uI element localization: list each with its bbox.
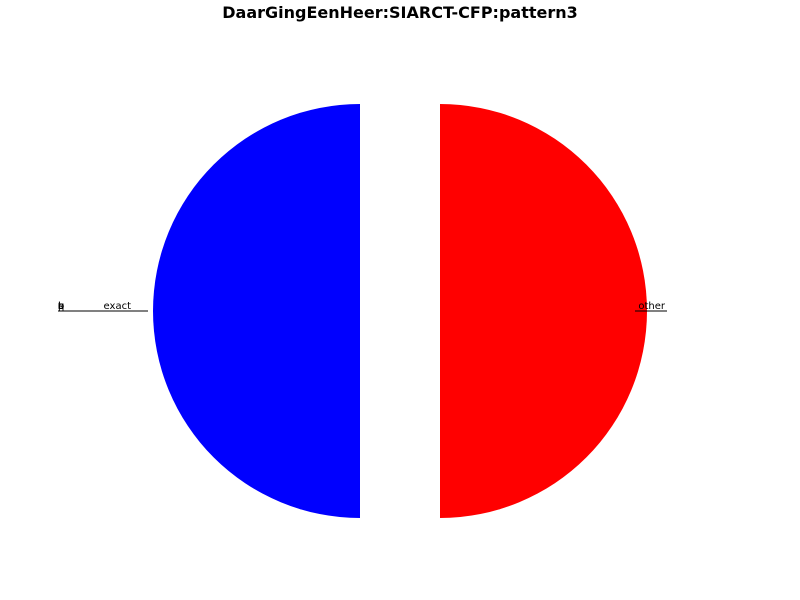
pie-label-p: p bbox=[58, 301, 64, 312]
pie-slice-exact bbox=[153, 104, 360, 518]
pie-slices bbox=[153, 104, 647, 518]
pie-label-t: t bbox=[58, 301, 62, 312]
pie-slice-other bbox=[440, 104, 647, 518]
pie-label-a: a bbox=[58, 301, 64, 312]
pie-label-n: n bbox=[58, 301, 64, 312]
chart-title: DaarGingEenHeer:SIARCT-CFP:pattern3 bbox=[222, 3, 578, 22]
pie-label-o: o bbox=[58, 301, 64, 312]
pie-label-r: r bbox=[58, 301, 63, 312]
pie-label-l: l bbox=[58, 301, 61, 312]
pie-label-q: q bbox=[58, 301, 64, 312]
pie-label-other: other bbox=[638, 301, 666, 312]
pie-label-s: s bbox=[58, 301, 63, 312]
pie-label-exact: exact bbox=[104, 301, 132, 312]
